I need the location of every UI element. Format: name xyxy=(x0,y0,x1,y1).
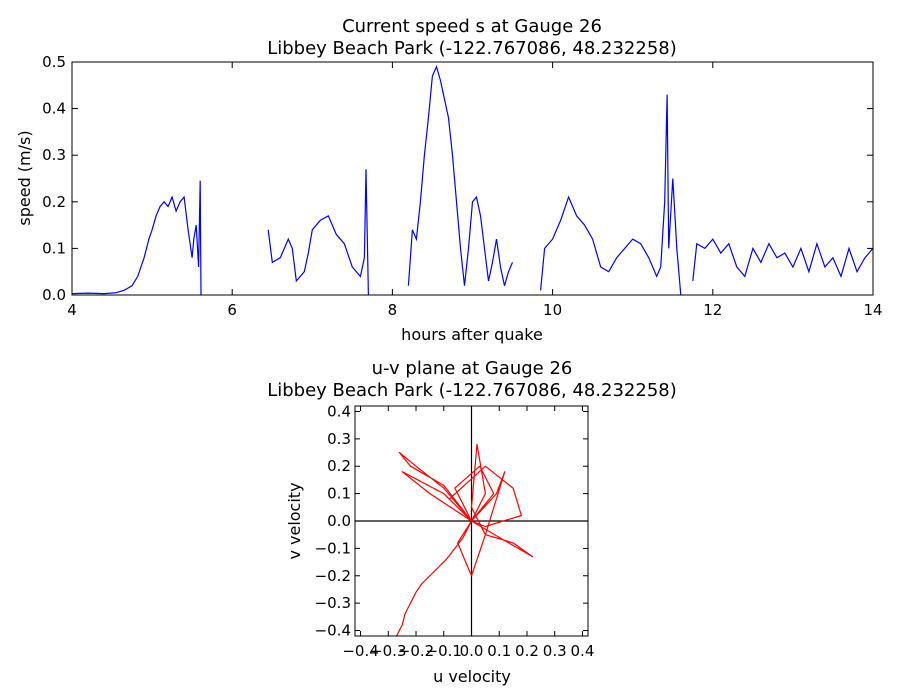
speed-line-segment xyxy=(692,238,874,282)
speed-axis-ticks: 4 6 8 10 12 14 0.0 0.1 0.2 0.3 0.4 0.5 xyxy=(42,53,882,319)
y-tick-label: 0.2 xyxy=(327,457,351,475)
uv-chart-title: u-v plane at Gauge 26 xyxy=(372,358,573,379)
uv-chart-subtitle: Libbey Beach Park (-122.767086, 48.23225… xyxy=(267,380,677,401)
x-tick-label: 0.4 xyxy=(571,642,595,660)
x-tick-label: 4 xyxy=(67,301,77,319)
speed-chart-title: Current speed s at Gauge 26 xyxy=(342,16,602,37)
x-tick-label: 14 xyxy=(863,301,882,319)
x-tick-label: −0.1 xyxy=(426,642,462,660)
x-tick-label: 0.0 xyxy=(460,642,484,660)
uv-y-axis-label: v velocity xyxy=(285,482,304,559)
y-tick-label: 0.1 xyxy=(42,239,66,257)
y-tick-label: 0.4 xyxy=(327,402,351,420)
speed-series xyxy=(71,64,874,296)
x-tick-label: 0.1 xyxy=(487,642,511,660)
x-tick-label: −0.2 xyxy=(398,642,434,660)
x-tick-label: −0.3 xyxy=(370,642,406,660)
y-tick-label: 0.4 xyxy=(42,100,66,118)
speed-x-axis-label: hours after quake xyxy=(401,325,543,344)
speed-plot-frame xyxy=(71,61,874,296)
y-tick-label: −0.2 xyxy=(315,567,351,585)
y-tick-label: −0.1 xyxy=(315,539,351,557)
x-tick-label: 12 xyxy=(703,301,722,319)
uv-trajectory xyxy=(396,443,534,637)
y-tick-label: 0.0 xyxy=(327,512,351,530)
y-tick-label: 0.2 xyxy=(42,193,66,211)
y-tick-label: −0.3 xyxy=(315,594,351,612)
x-tick-label: −0.4 xyxy=(342,642,378,660)
speed-chart: Current speed s at Gauge 26 Libbey Beach… xyxy=(15,16,883,344)
uv-chart: u-v plane at Gauge 26 Libbey Beach Park … xyxy=(267,358,677,686)
x-tick-label: 8 xyxy=(388,301,398,319)
y-tick-label: −0.4 xyxy=(315,622,351,640)
speed-line-segment xyxy=(540,94,682,296)
y-tick-label: 0.3 xyxy=(42,146,66,164)
speed-line-segment xyxy=(267,169,369,296)
uv-x-axis-label: u velocity xyxy=(433,667,511,686)
uv-axis-ticks: −0.4−0.3−0.2−0.10.0 0.1 0.2 0.3 0.4−0.4−0.3−… xyxy=(315,402,595,660)
x-tick-label: 0.2 xyxy=(515,642,539,660)
x-tick-label: 0.3 xyxy=(543,642,567,660)
speed-line-segment xyxy=(71,180,202,296)
y-tick-label: 0.3 xyxy=(327,430,351,448)
speed-line-segment xyxy=(407,64,514,286)
y-tick-label: 0.5 xyxy=(42,53,66,71)
y-tick-label: 0.1 xyxy=(327,485,351,503)
speed-chart-subtitle: Libbey Beach Park (-122.767086, 48.23225… xyxy=(267,38,677,59)
uv-trajectory-line xyxy=(396,443,534,637)
speed-y-axis-label: speed (m/s) xyxy=(15,130,34,225)
y-tick-label: 0.0 xyxy=(42,286,66,304)
x-tick-label: 10 xyxy=(543,301,562,319)
x-tick-label: 6 xyxy=(227,301,237,319)
